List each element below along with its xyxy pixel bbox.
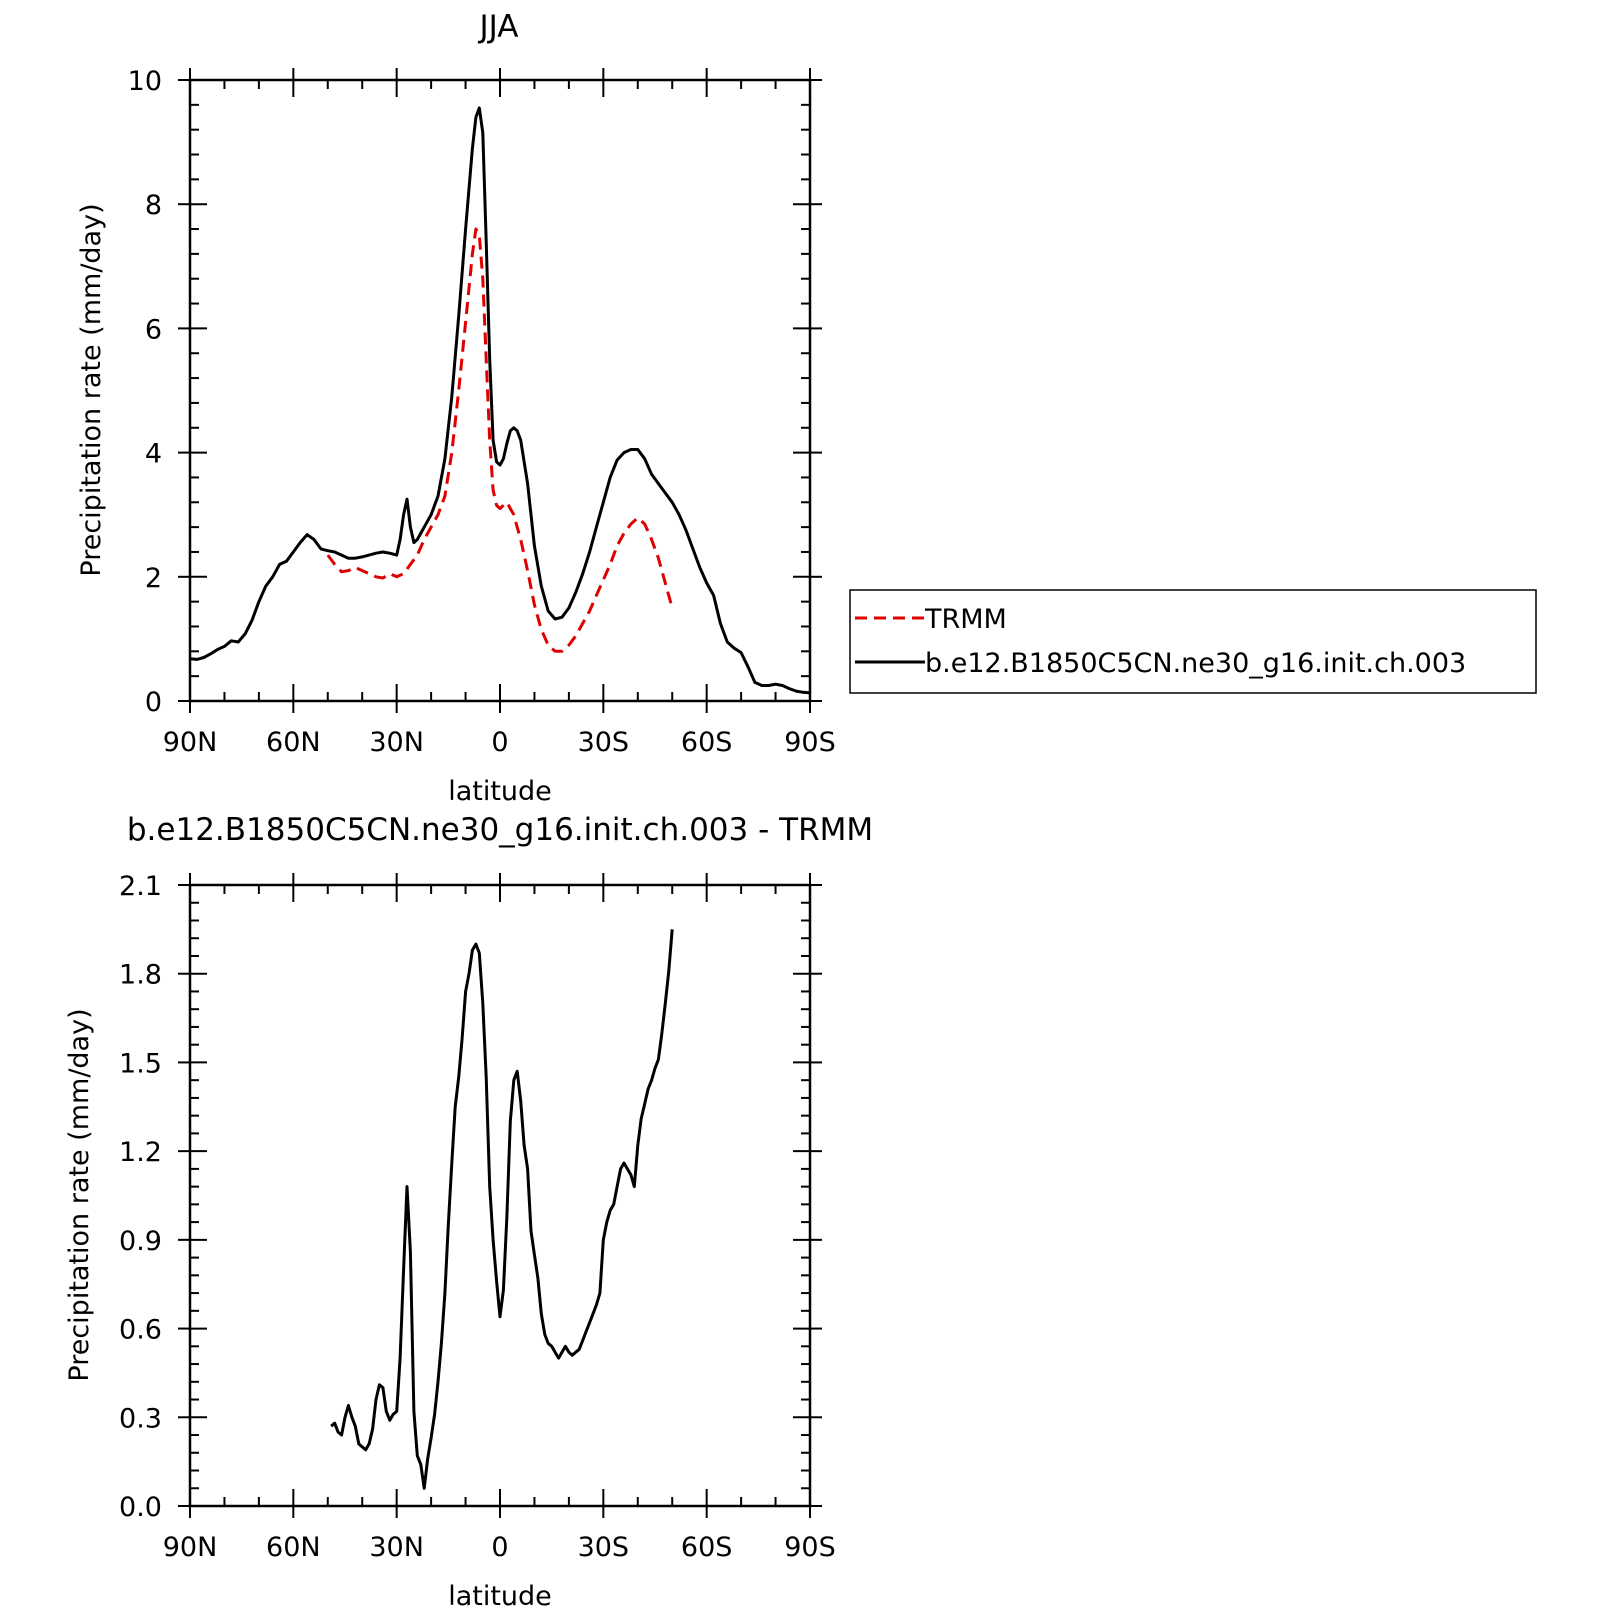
series-lines bbox=[189, 106, 811, 695]
legend-box bbox=[849, 589, 1537, 694]
y-tick-label: 0.6 bbox=[119, 1315, 162, 1346]
x-tick-label: 30N bbox=[369, 727, 424, 758]
legend-label-trmm: TRMM bbox=[924, 604, 1007, 635]
y-tick-label: 10 bbox=[128, 66, 162, 97]
x-tick-label: 90N bbox=[163, 1532, 218, 1563]
tick-labels: 90N 60N 30N 0 30S 60S 90S 0 2 4 6 8 10 bbox=[128, 66, 836, 758]
y-tick-label: 8 bbox=[145, 190, 162, 221]
x-tick-label: 60N bbox=[266, 727, 321, 758]
x-tick-label: 0 bbox=[491, 1532, 508, 1563]
y-tick-label: 0.9 bbox=[119, 1226, 162, 1257]
x-tick-label: 90S bbox=[784, 1532, 836, 1563]
y-tick-label: 0.0 bbox=[119, 1492, 162, 1523]
y-axis-label: Precipitation rate (mm/day) bbox=[76, 203, 107, 576]
difference-title: b.e12.B1850C5CN.ne30_g16.init.ch.003 - T… bbox=[127, 812, 873, 848]
x-tick-label: 60S bbox=[681, 1532, 733, 1563]
plot-frame bbox=[188, 78, 812, 703]
x-tick-label: 90S bbox=[784, 727, 836, 758]
x-tick-label: 30S bbox=[578, 727, 630, 758]
x-axis-label: latitude bbox=[448, 1581, 552, 1612]
plot-frame bbox=[188, 883, 812, 1508]
series-line-trmm bbox=[326, 227, 674, 653]
y-tick-label: 4 bbox=[145, 439, 162, 470]
x-axis-label: latitude bbox=[448, 776, 552, 807]
y-tick-label: 2.1 bbox=[119, 871, 162, 902]
x-tick-label: 0 bbox=[491, 727, 508, 758]
bottom-panel: b.e12.B1850C5CN.ne30_g16.init.ch.003 - T… bbox=[64, 812, 873, 1612]
tick-labels: 90N 60N 30N 0 30S 60S 90S 0.0 0.3 0.6 0.9 1.2 1.5 1.8… bbox=[119, 871, 836, 1563]
x-tick-label: 30N bbox=[369, 1532, 424, 1563]
legend: TRMM b.e12.B1850C5CN.ne30_g16.init.ch.00… bbox=[849, 589, 1537, 694]
legend-label-model: b.e12.B1850C5CN.ne30_g16.init.ch.003 bbox=[925, 648, 1466, 679]
series-lines bbox=[330, 929, 674, 1490]
x-tick-label: 90N bbox=[163, 727, 218, 758]
y-tick-label: 6 bbox=[145, 314, 162, 345]
y-tick-label: 1.5 bbox=[119, 1048, 162, 1079]
ticks bbox=[178, 873, 822, 1518]
y-tick-label: 1.2 bbox=[119, 1137, 162, 1168]
y-tick-label: 2 bbox=[145, 563, 162, 594]
ticks bbox=[178, 68, 822, 713]
chart-title: JJA bbox=[478, 9, 519, 45]
x-tick-label: 60S bbox=[681, 727, 733, 758]
x-tick-label: 60N bbox=[266, 1532, 321, 1563]
series-line-difference bbox=[330, 929, 674, 1490]
series-line-model bbox=[189, 106, 811, 695]
x-tick-label: 30S bbox=[578, 1532, 630, 1563]
y-tick-label: 0 bbox=[145, 687, 162, 718]
y-tick-label: 0.3 bbox=[119, 1403, 162, 1434]
y-tick-label: 1.8 bbox=[119, 960, 162, 991]
y-axis-label: Precipitation rate (mm/day) bbox=[64, 1008, 95, 1381]
